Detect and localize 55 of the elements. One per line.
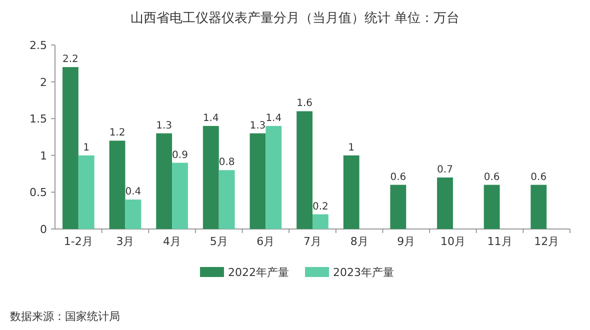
y-tick-label: 0 [40, 223, 47, 236]
x-tick-label: 9月 [397, 235, 416, 248]
data-label: 0.6 [484, 172, 500, 183]
x-tick-label: 1-2月 [64, 235, 93, 248]
x-tick-label: 7月 [304, 235, 322, 248]
data-label: 2.2 [62, 54, 78, 66]
bar [172, 162, 188, 229]
bar [312, 214, 328, 229]
data-label: 0.7 [437, 164, 453, 176]
x-tick-label: 11月 [487, 235, 512, 248]
x-tick-label: 4月 [163, 235, 182, 248]
x-tick-label: 3月 [116, 235, 134, 248]
x-tick-label: 12月 [534, 235, 560, 248]
bar [202, 126, 219, 229]
bar [484, 184, 500, 229]
data-label: 1 [348, 142, 355, 154]
bar [296, 111, 312, 229]
y-tick-label: 0.5 [30, 186, 47, 200]
bar [250, 133, 266, 229]
legend-label: 2022年产量 [228, 266, 289, 279]
data-label: 0.6 [530, 172, 547, 183]
bar [530, 184, 547, 229]
x-tick-label: 10月 [440, 235, 466, 248]
data-label: 0.2 [312, 201, 328, 212]
source-note: 数据来源：国家统计局 [10, 310, 120, 323]
y-tick-label: 1 [40, 149, 47, 162]
data-label: 0.4 [125, 186, 142, 198]
bar [218, 170, 235, 229]
data-label: 1.3 [250, 120, 266, 132]
data-label: 0.9 [172, 150, 188, 161]
x-tick-label: 5月 [210, 235, 228, 248]
chart-title: 山西省电工仪器仪表产量分月（当月值）统计 单位：万台 [130, 11, 460, 26]
x-tick-label: 6月 [256, 235, 275, 248]
y-tick-label: 2 [40, 76, 47, 89]
data-label: 1.4 [202, 112, 219, 124]
x-tick-label: 8月 [350, 235, 368, 248]
y-tick-label: 2.5 [30, 39, 47, 52]
bar [437, 177, 453, 229]
data-label: 0.6 [390, 172, 406, 183]
bar [109, 140, 126, 229]
bar [62, 67, 78, 229]
data-label: 1.4 [266, 112, 282, 124]
data-label: 1.2 [109, 128, 126, 139]
legend-label: 2023年产量 [333, 266, 394, 279]
bar [125, 200, 142, 229]
bar [78, 155, 94, 229]
data-label: 0.8 [218, 157, 235, 168]
data-label: 1 [83, 142, 90, 154]
data-label: 1.3 [156, 120, 172, 132]
bar [343, 155, 360, 229]
data-label: 1.6 [296, 98, 312, 110]
bar [266, 126, 282, 229]
y-tick-label: 1.5 [30, 112, 47, 126]
bar [390, 184, 406, 229]
bar [156, 133, 172, 229]
